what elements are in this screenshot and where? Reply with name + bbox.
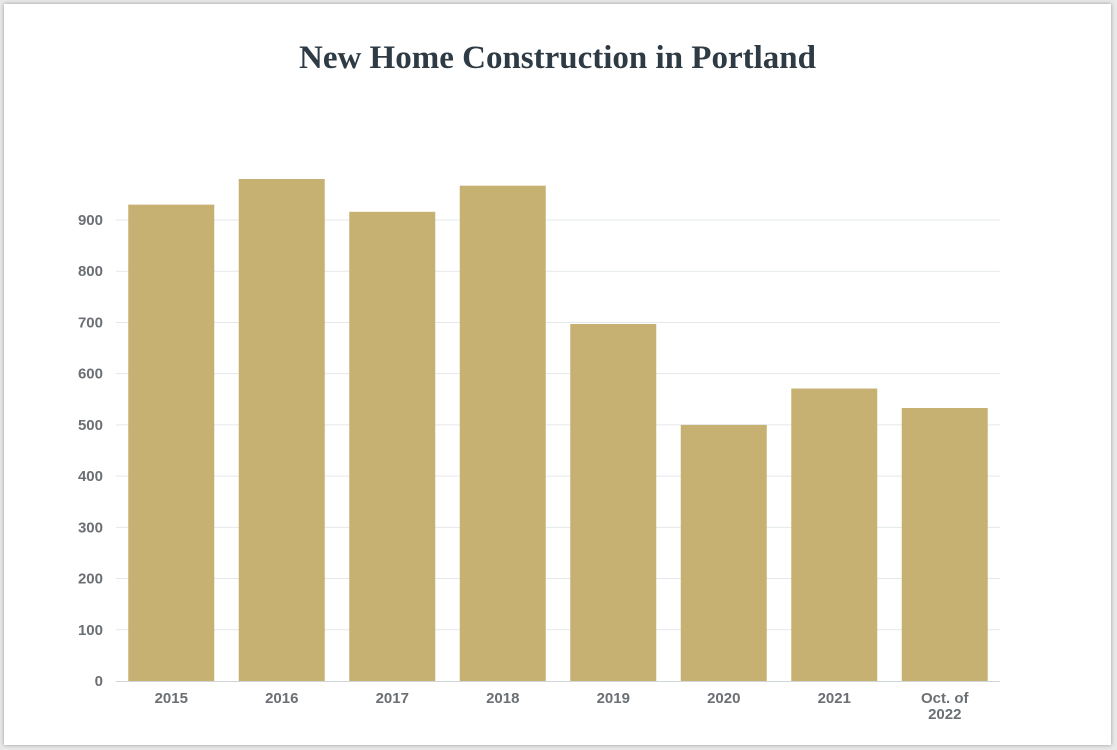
x-tick-label: 2018	[486, 690, 519, 707]
bar	[238, 179, 325, 681]
chart-title: New Home Construction in Portland	[299, 40, 816, 76]
bar	[570, 323, 657, 681]
bar	[901, 407, 988, 681]
y-tick-label: 700	[78, 314, 103, 331]
bar	[680, 424, 767, 681]
x-tick-label: 2016	[265, 690, 298, 707]
bar	[349, 211, 436, 681]
chart-frame: New Home Construction in Portland 0 100 20…	[4, 4, 1111, 745]
bar	[459, 185, 546, 682]
x-tick-label: 2017	[376, 690, 409, 707]
y-tick-label: 0	[95, 673, 103, 690]
bar-chart: 0 100 200 300 400 500 600 700 800 900 2015 2016 2017…	[78, 179, 1000, 723]
x-tick-label: 2021	[818, 690, 851, 707]
y-tick-label: 400	[78, 468, 103, 485]
y-tick-label: 600	[78, 366, 103, 383]
y-tick-label: 500	[78, 417, 103, 434]
bar	[128, 204, 215, 681]
x-tick-label: Oct. of 2022	[921, 690, 970, 723]
x-tick-label: 2015	[155, 690, 188, 707]
y-tick-label: 100	[78, 622, 103, 639]
y-tick-label: 300	[78, 519, 103, 536]
x-tick-label: 2019	[597, 690, 630, 707]
x-tick-label: 2020	[707, 690, 740, 707]
y-tick-label: 800	[78, 263, 103, 280]
y-tick-label: 900	[78, 212, 103, 229]
bar	[791, 388, 878, 681]
y-tick-label: 200	[78, 571, 103, 588]
